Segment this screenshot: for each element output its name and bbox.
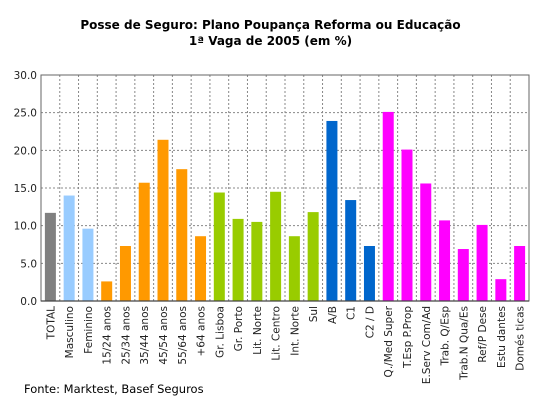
x-tick-label: Estu dantes bbox=[496, 306, 508, 368]
bar bbox=[345, 200, 357, 301]
source-note: Fonte: Marktest, Basef Seguros bbox=[24, 382, 204, 396]
x-tick-label: C1 bbox=[346, 306, 358, 320]
bar bbox=[401, 149, 413, 301]
bar bbox=[44, 212, 56, 301]
x-tick-label: Int. Norte bbox=[289, 306, 301, 356]
grid-lines bbox=[41, 74, 529, 301]
bar bbox=[119, 246, 131, 301]
x-tick-label: Q./Med Super bbox=[383, 305, 395, 377]
bar bbox=[307, 212, 319, 301]
y-tick-label: 15.0 bbox=[14, 183, 37, 195]
x-tick-label: Sul bbox=[308, 306, 320, 322]
y-tick-label: 25.0 bbox=[14, 108, 37, 120]
bar bbox=[476, 224, 488, 301]
bar bbox=[457, 249, 469, 301]
x-tick-label: C2 / D bbox=[364, 306, 376, 338]
x-tick-label: Trab. Q/Esp bbox=[440, 306, 452, 367]
bar bbox=[495, 279, 507, 301]
y-tick-label: 0.0 bbox=[20, 296, 37, 308]
x-tick-label: E.Serv Com/Ad bbox=[421, 306, 433, 384]
bar bbox=[138, 182, 150, 301]
bar bbox=[63, 195, 75, 301]
y-tick-label: 30.0 bbox=[14, 70, 37, 82]
bar bbox=[251, 221, 263, 301]
bar bbox=[157, 139, 169, 301]
y-tick-label: 20.0 bbox=[14, 145, 37, 157]
x-tick-label: A/B bbox=[327, 306, 339, 324]
x-tick-label: Ref/P Dese bbox=[477, 306, 489, 363]
x-axis-labels: TOTAL Masculino Feminino 15/24 anos 25/34 an… bbox=[45, 305, 526, 384]
y-axis-ticks: 0.0 5.0 10.0 15.0 20.0 25.0 30.0 bbox=[14, 70, 37, 308]
bar bbox=[439, 220, 451, 301]
bar bbox=[420, 183, 432, 301]
x-tick-label: T.Esp P.Prop bbox=[402, 306, 414, 369]
axes bbox=[40, 74, 530, 302]
bar bbox=[288, 236, 300, 301]
x-tick-label: 15/24 anos bbox=[102, 306, 114, 365]
y-tick-label: 10.0 bbox=[14, 221, 37, 233]
x-tick-label: Lit. Centro bbox=[271, 306, 283, 361]
bar bbox=[326, 120, 338, 301]
x-tick-label: 35/44 anos bbox=[139, 306, 151, 365]
bar bbox=[82, 228, 94, 301]
bar bbox=[213, 192, 225, 301]
x-tick-label: TOTAL bbox=[45, 306, 57, 340]
chart-title-block: Posse de Seguro: Plano Poupança Reforma … bbox=[0, 17, 541, 49]
bar bbox=[101, 281, 113, 301]
x-tick-label: Lit. Norte bbox=[252, 306, 264, 355]
bar bbox=[232, 218, 244, 301]
x-tick-label: Gr. Lisboa bbox=[214, 306, 226, 358]
chart-subtitle: 1ª Vaga de 2005 (em %) bbox=[188, 34, 353, 48]
y-tick-label: 5.0 bbox=[20, 258, 37, 270]
x-tick-label: 55/64 anos bbox=[177, 306, 189, 365]
x-tick-label: +64 anos bbox=[196, 306, 208, 356]
x-tick-label: Trab.N Qua/Es bbox=[458, 306, 470, 381]
x-tick-label: Feminino bbox=[83, 306, 95, 354]
bar bbox=[195, 236, 207, 301]
bar bbox=[382, 111, 394, 301]
x-tick-label: 45/54 anos bbox=[158, 306, 170, 365]
bar bbox=[363, 246, 375, 301]
x-tick-label: Domés ticas bbox=[515, 306, 527, 371]
bar bbox=[176, 169, 188, 301]
bar bbox=[270, 191, 282, 301]
bar bbox=[514, 246, 526, 301]
chart-title: Posse de Seguro: Plano Poupança Reforma … bbox=[80, 18, 461, 32]
bars bbox=[44, 111, 526, 301]
x-tick-label: Masculino bbox=[64, 306, 76, 358]
x-tick-label: Gr. Porto bbox=[233, 306, 245, 351]
x-tick-label: 25/34 anos bbox=[120, 306, 132, 365]
